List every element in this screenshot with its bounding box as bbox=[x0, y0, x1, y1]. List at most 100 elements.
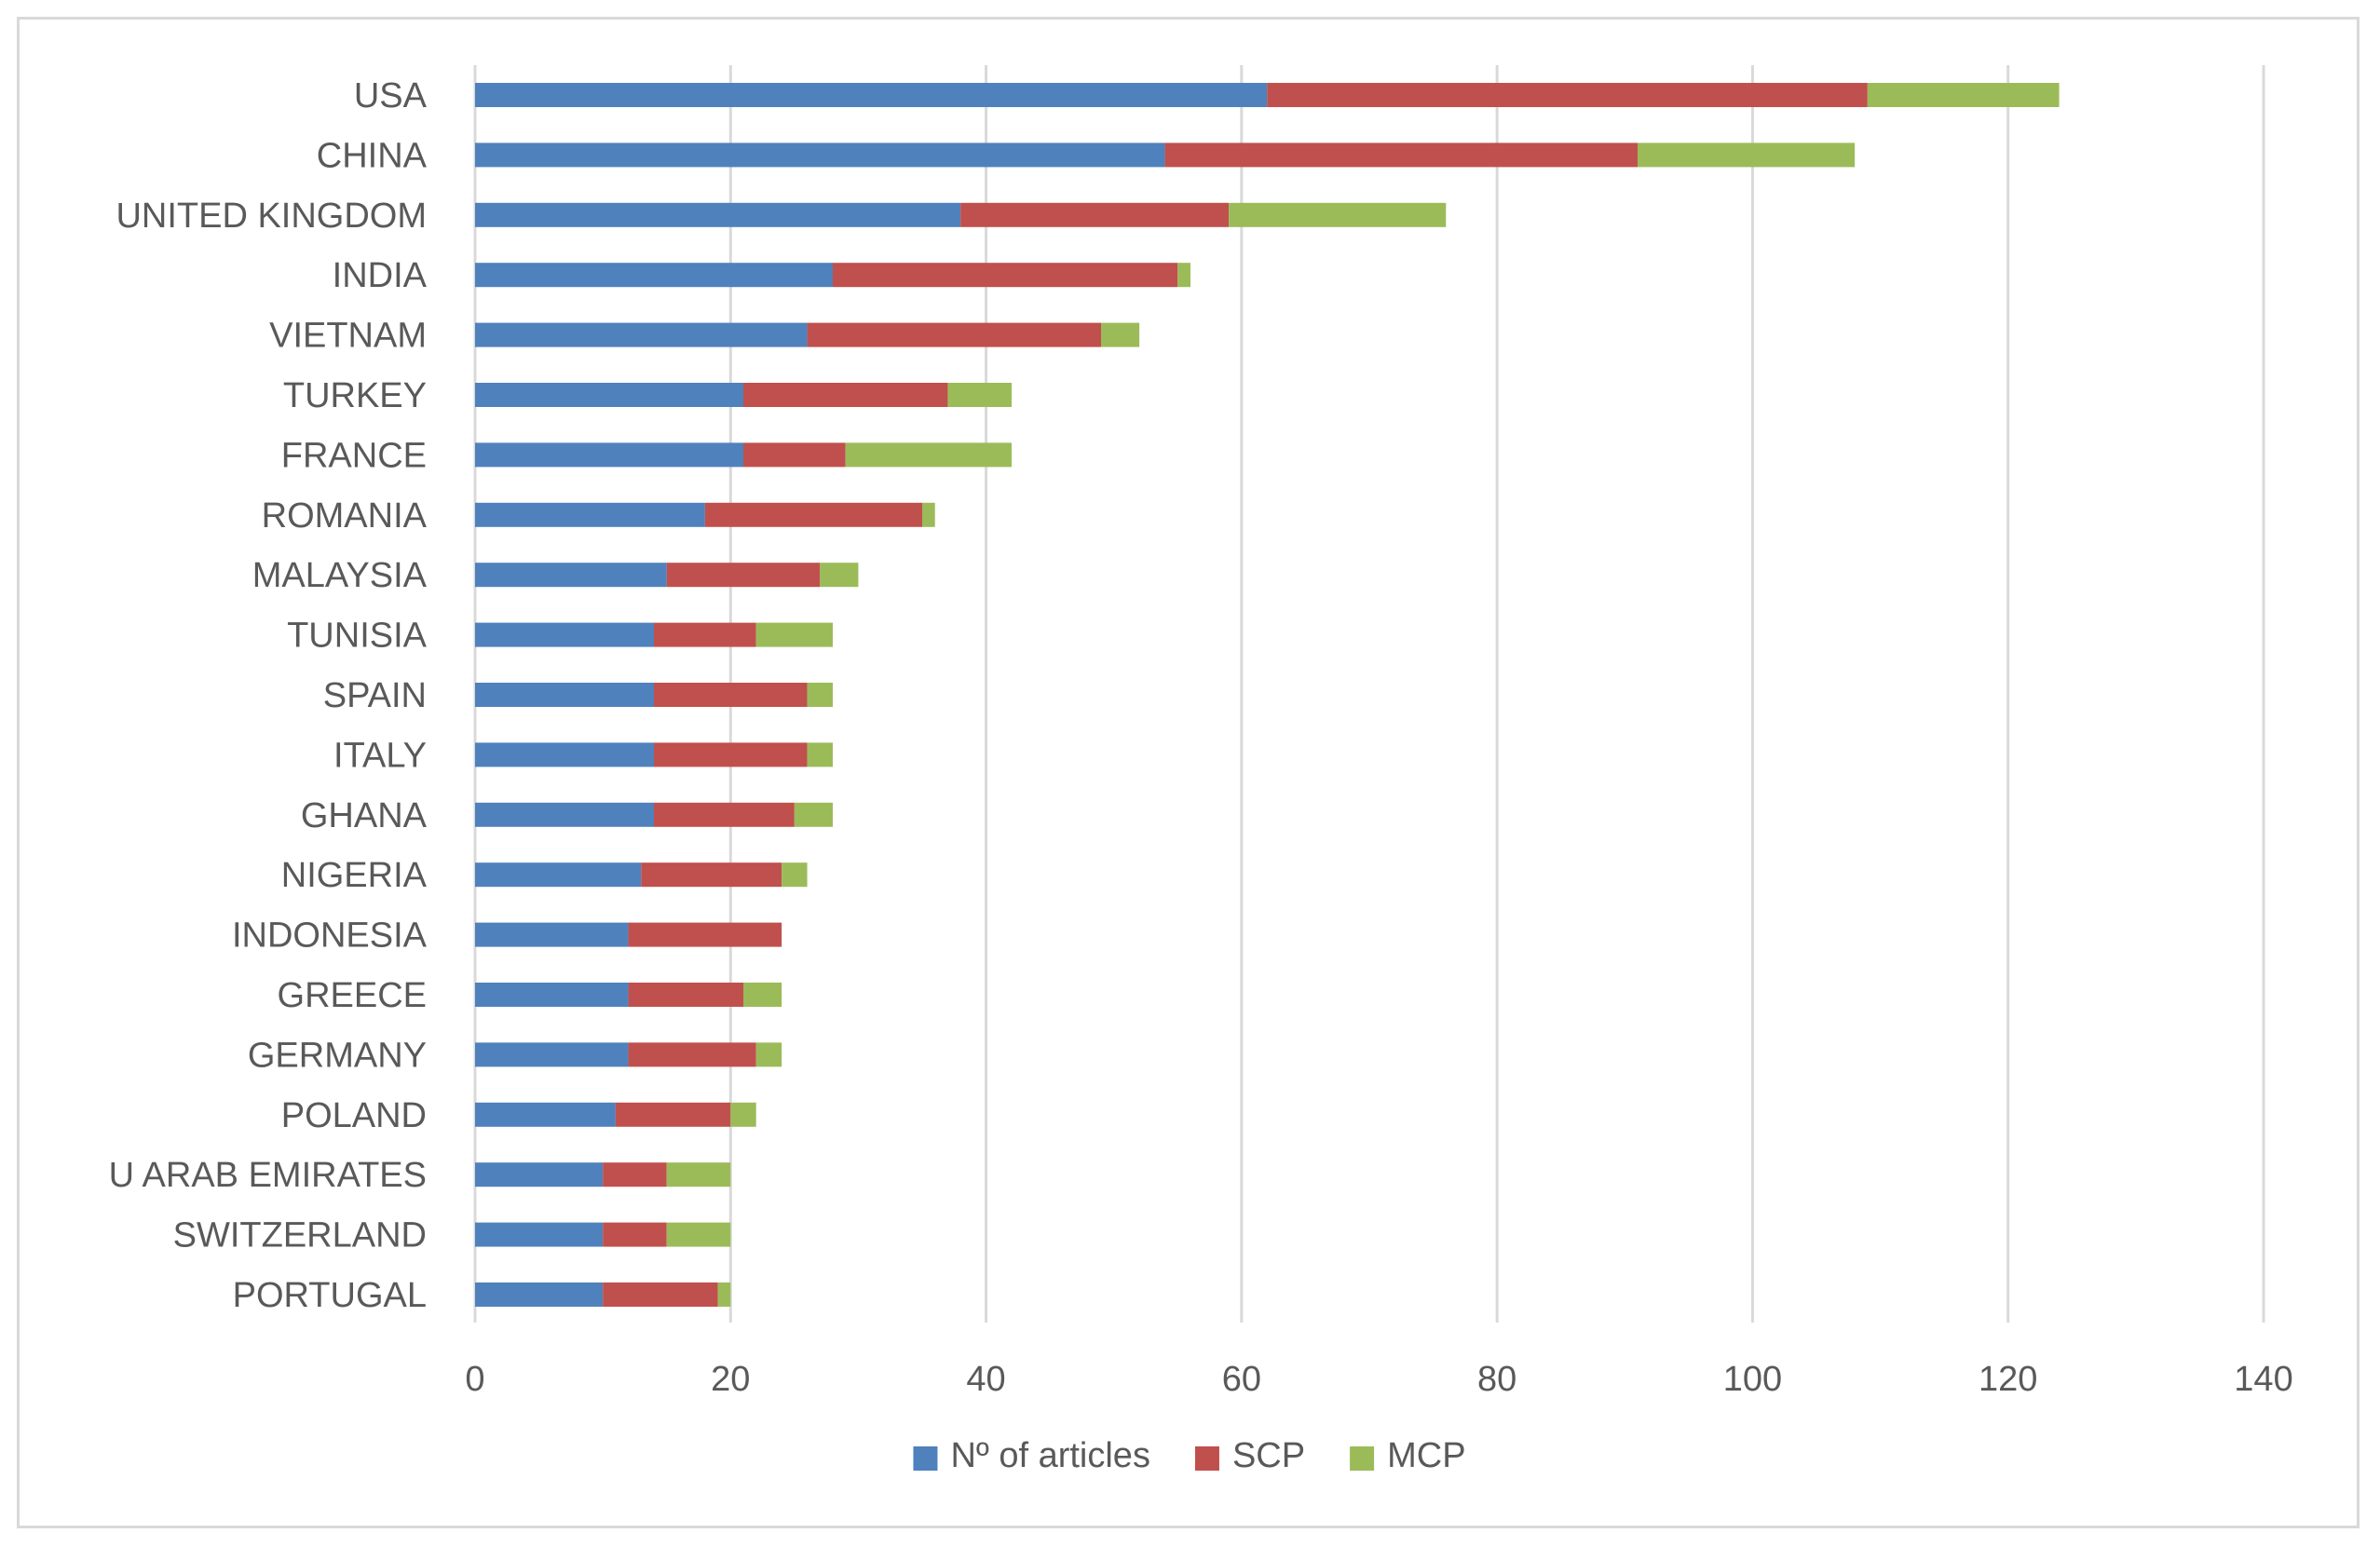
legend-label: SCP bbox=[1232, 1436, 1305, 1475]
category-label: UNITED KINGDOM bbox=[116, 197, 427, 236]
bar-segment bbox=[666, 563, 821, 588]
bar-segment bbox=[475, 202, 961, 227]
bar-segment bbox=[654, 742, 808, 767]
category-labels: USA CHINA UNITED KINGDOM INDIA VIETNAM TURKEY… bbox=[109, 76, 428, 1315]
category-label: ITALY bbox=[333, 736, 427, 775]
category-label: GREECE bbox=[278, 976, 427, 1015]
bar-segment bbox=[922, 502, 935, 527]
bar-segment bbox=[730, 1102, 756, 1127]
bar-segment bbox=[475, 802, 654, 827]
bar-segment bbox=[755, 622, 833, 647]
bar-segment bbox=[475, 1102, 616, 1127]
bar-segment bbox=[947, 383, 1012, 407]
bar-segment bbox=[960, 202, 1230, 227]
category-label: SPAIN bbox=[323, 676, 427, 715]
bar-segment bbox=[1101, 322, 1140, 347]
bar-segment bbox=[654, 802, 795, 827]
bar-segment bbox=[1229, 202, 1447, 227]
category-label: FRANCE bbox=[281, 436, 427, 475]
bar-segment bbox=[475, 742, 654, 767]
x-tick-label: 140 bbox=[2234, 1360, 2292, 1399]
bar-segment bbox=[666, 1162, 731, 1187]
bar-segment bbox=[475, 622, 654, 647]
category-label: VIETNAM bbox=[269, 317, 427, 356]
category-label: U ARAB EMIRATES bbox=[109, 1156, 427, 1195]
category-label: MALAYSIA bbox=[252, 556, 428, 595]
bar-segment bbox=[475, 263, 833, 288]
bar-segment bbox=[743, 983, 782, 1007]
legend-swatch bbox=[913, 1446, 938, 1471]
bar-segment bbox=[475, 862, 642, 888]
bar-segment bbox=[704, 502, 922, 527]
category-label: PORTUGAL bbox=[233, 1276, 427, 1315]
bar-segment bbox=[1867, 83, 2060, 107]
bar-segment bbox=[820, 563, 859, 588]
x-tick-label: 100 bbox=[1723, 1360, 1782, 1399]
x-tick-label: 60 bbox=[1222, 1360, 1261, 1399]
category-label: INDIA bbox=[333, 256, 428, 295]
category-label: USA bbox=[354, 76, 428, 115]
bars bbox=[475, 83, 2060, 1307]
bar-segment bbox=[1638, 142, 1856, 168]
category-label: POLAND bbox=[281, 1096, 427, 1135]
category-label: ROMANIA bbox=[262, 496, 428, 536]
category-label: TUNISIA bbox=[287, 617, 428, 656]
x-tick-label: 80 bbox=[1477, 1360, 1516, 1399]
legend-item: Nº of articles bbox=[913, 1436, 1150, 1475]
bar-segment bbox=[475, 922, 629, 947]
bar-segment bbox=[615, 1102, 731, 1127]
bar-segment bbox=[717, 1282, 731, 1307]
legend-label: Nº of articles bbox=[950, 1436, 1150, 1475]
bar-segment bbox=[475, 142, 1165, 168]
category-label: TURKEY bbox=[283, 376, 427, 415]
bar-segment bbox=[654, 683, 808, 707]
bar-segment bbox=[794, 802, 833, 827]
bar-segment bbox=[1177, 263, 1190, 288]
bar-segment bbox=[475, 1162, 604, 1187]
bar-segment bbox=[475, 1042, 629, 1067]
category-label: INDONESIA bbox=[232, 916, 428, 956]
category-label: GHANA bbox=[301, 796, 428, 835]
bar-segment bbox=[475, 322, 808, 347]
bar-segment bbox=[603, 1162, 667, 1187]
x-tick-label: 0 bbox=[465, 1360, 484, 1399]
bar-segment bbox=[475, 383, 743, 407]
bar-segment bbox=[807, 322, 1101, 347]
category-label: SWITZERLAND bbox=[173, 1216, 427, 1255]
bar-segment bbox=[628, 983, 743, 1007]
bar-segment bbox=[628, 922, 782, 947]
legend-swatch bbox=[1194, 1446, 1219, 1471]
bar-segment bbox=[628, 1042, 756, 1067]
bar-segment bbox=[475, 563, 667, 588]
bar-segment bbox=[475, 442, 743, 468]
legend-item: MCP bbox=[1350, 1436, 1466, 1475]
bar-segment bbox=[807, 683, 833, 707]
bar-segment bbox=[603, 1282, 718, 1307]
x-tick-label: 20 bbox=[711, 1360, 750, 1399]
bar-segment bbox=[603, 1222, 667, 1247]
bar-segment bbox=[807, 742, 833, 767]
legend-swatch bbox=[1350, 1446, 1375, 1471]
bar-segment bbox=[475, 983, 629, 1007]
bar-segment bbox=[475, 683, 654, 707]
bar-segment bbox=[475, 1282, 604, 1307]
x-tick-label: 120 bbox=[1979, 1360, 2037, 1399]
category-label: GERMANY bbox=[248, 1036, 427, 1075]
x-tick-label: 40 bbox=[966, 1360, 1005, 1399]
bar-segment bbox=[654, 622, 756, 647]
bar-segment bbox=[845, 442, 1012, 468]
bar-segment bbox=[743, 383, 948, 407]
bar-segment bbox=[641, 862, 782, 888]
bar-segment bbox=[666, 1222, 731, 1247]
bar-segment bbox=[743, 442, 846, 468]
bar-segment bbox=[833, 263, 1178, 288]
x-tick-labels: 0 20 40 60 80 100 120 140 bbox=[465, 1360, 2292, 1399]
bar-segment bbox=[475, 1222, 604, 1247]
bar-segment bbox=[782, 862, 808, 888]
bar-segment bbox=[1267, 83, 1868, 107]
bar-segment bbox=[475, 83, 1268, 107]
legend-item: SCP bbox=[1194, 1436, 1305, 1475]
category-label: CHINA bbox=[317, 136, 428, 175]
bar-segment bbox=[755, 1042, 782, 1067]
